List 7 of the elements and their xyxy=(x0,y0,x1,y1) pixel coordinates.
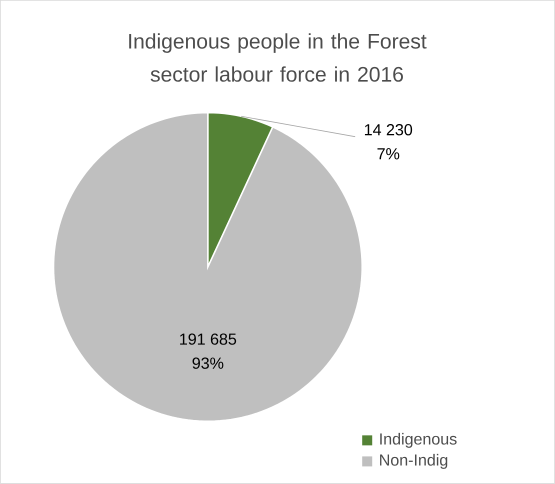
legend-label: Non-Indig xyxy=(380,454,448,469)
data-label: 191 685 xyxy=(180,334,236,345)
text: 7% xyxy=(377,148,400,160)
text: 93% xyxy=(192,358,224,369)
legend-label: Indigenous xyxy=(380,432,457,448)
data-label: 14 230 xyxy=(364,124,412,136)
chart-title: Indigenous people in the Forest sector labour force in 2016 xyxy=(129,33,427,82)
